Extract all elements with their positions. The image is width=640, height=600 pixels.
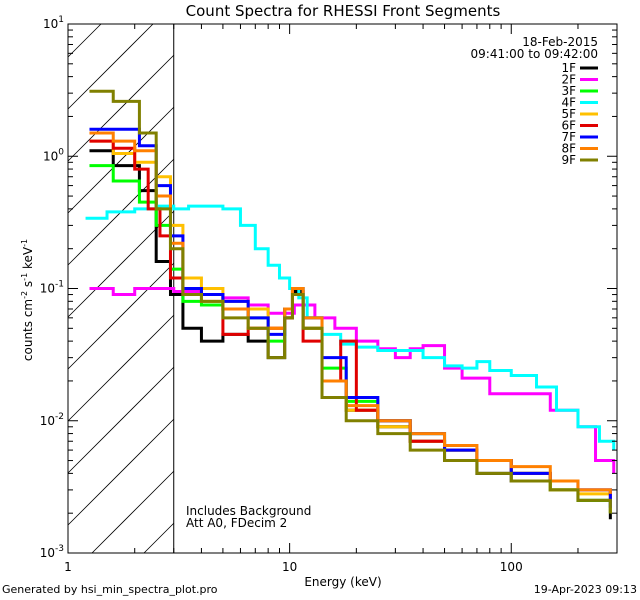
axes: 1 10 100 10-3 10-2 10-1 100 101 bbox=[40, 15, 618, 574]
legend-label-3F: 3F bbox=[561, 84, 576, 98]
y-tick-label: 101 bbox=[43, 15, 64, 31]
legend-label-2F: 2F bbox=[561, 73, 576, 87]
y-tick-label: 10-3 bbox=[40, 544, 64, 560]
y-tick-label: 10-1 bbox=[40, 280, 64, 296]
y-axis-label-text: counts cm bbox=[21, 299, 35, 361]
svg-text:counts cm-2 s-1 keV-1: counts cm-2 s-1 keV-1 bbox=[20, 239, 35, 361]
x-tick-label: 10 bbox=[282, 560, 297, 574]
date-label: 18-Feb-2015 bbox=[522, 35, 598, 49]
y-tick-label: 100 bbox=[43, 147, 64, 163]
legend-label-8F: 8F bbox=[561, 142, 576, 156]
x-axis-label: Energy (keV) bbox=[304, 575, 381, 589]
series-group bbox=[85, 89, 616, 520]
legend-label-6F: 6F bbox=[561, 119, 576, 133]
annotation-attenuator: Att A0, FDecim 2 bbox=[186, 516, 287, 530]
footer-generated: Generated by hsi_min_spectra_plot.pro bbox=[2, 583, 218, 596]
series-line-9F bbox=[89, 89, 612, 514]
y-tick-label: 10-2 bbox=[40, 412, 64, 428]
series-line-8F bbox=[89, 131, 612, 494]
y-axis-label: counts cm-2 s-1 keV-1 bbox=[20, 239, 35, 361]
legend-label-4F: 4F bbox=[561, 96, 576, 110]
time-range-label: 09:41:00 to 09:42:00 bbox=[471, 47, 598, 61]
chart-title: Count Spectra for RHESSI Front Segments bbox=[186, 2, 501, 20]
x-tick-label: 100 bbox=[500, 560, 523, 574]
x-tick-label: 1 bbox=[64, 560, 72, 574]
legend-label-5F: 5F bbox=[561, 107, 576, 121]
annotation-background: Includes Background bbox=[186, 504, 311, 518]
legend-label-9F: 9F bbox=[561, 153, 576, 167]
legend-label-1F: 1F bbox=[561, 61, 576, 75]
series-line-7F bbox=[89, 127, 612, 508]
legend-label-7F: 7F bbox=[561, 130, 576, 144]
footer-timestamp: 19-Apr-2023 09:13 bbox=[533, 583, 637, 596]
